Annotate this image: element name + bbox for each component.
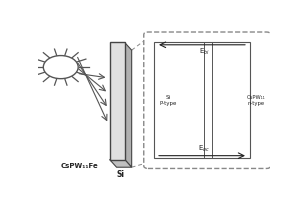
Text: E$_{bi}$: E$_{bi}$ <box>199 47 210 57</box>
Text: CsPW₁₁Fe: CsPW₁₁Fe <box>61 163 98 169</box>
FancyBboxPatch shape <box>154 42 250 158</box>
Text: E$_{oc}$: E$_{oc}$ <box>198 144 210 154</box>
Polygon shape <box>125 42 132 167</box>
FancyBboxPatch shape <box>144 32 271 168</box>
Text: CsPW₁₁
n-type: CsPW₁₁ n-type <box>247 95 266 106</box>
Text: Si: Si <box>116 170 124 179</box>
Bar <box>110 42 125 160</box>
Text: Si
P-type: Si P-type <box>159 95 176 106</box>
Polygon shape <box>110 160 132 167</box>
